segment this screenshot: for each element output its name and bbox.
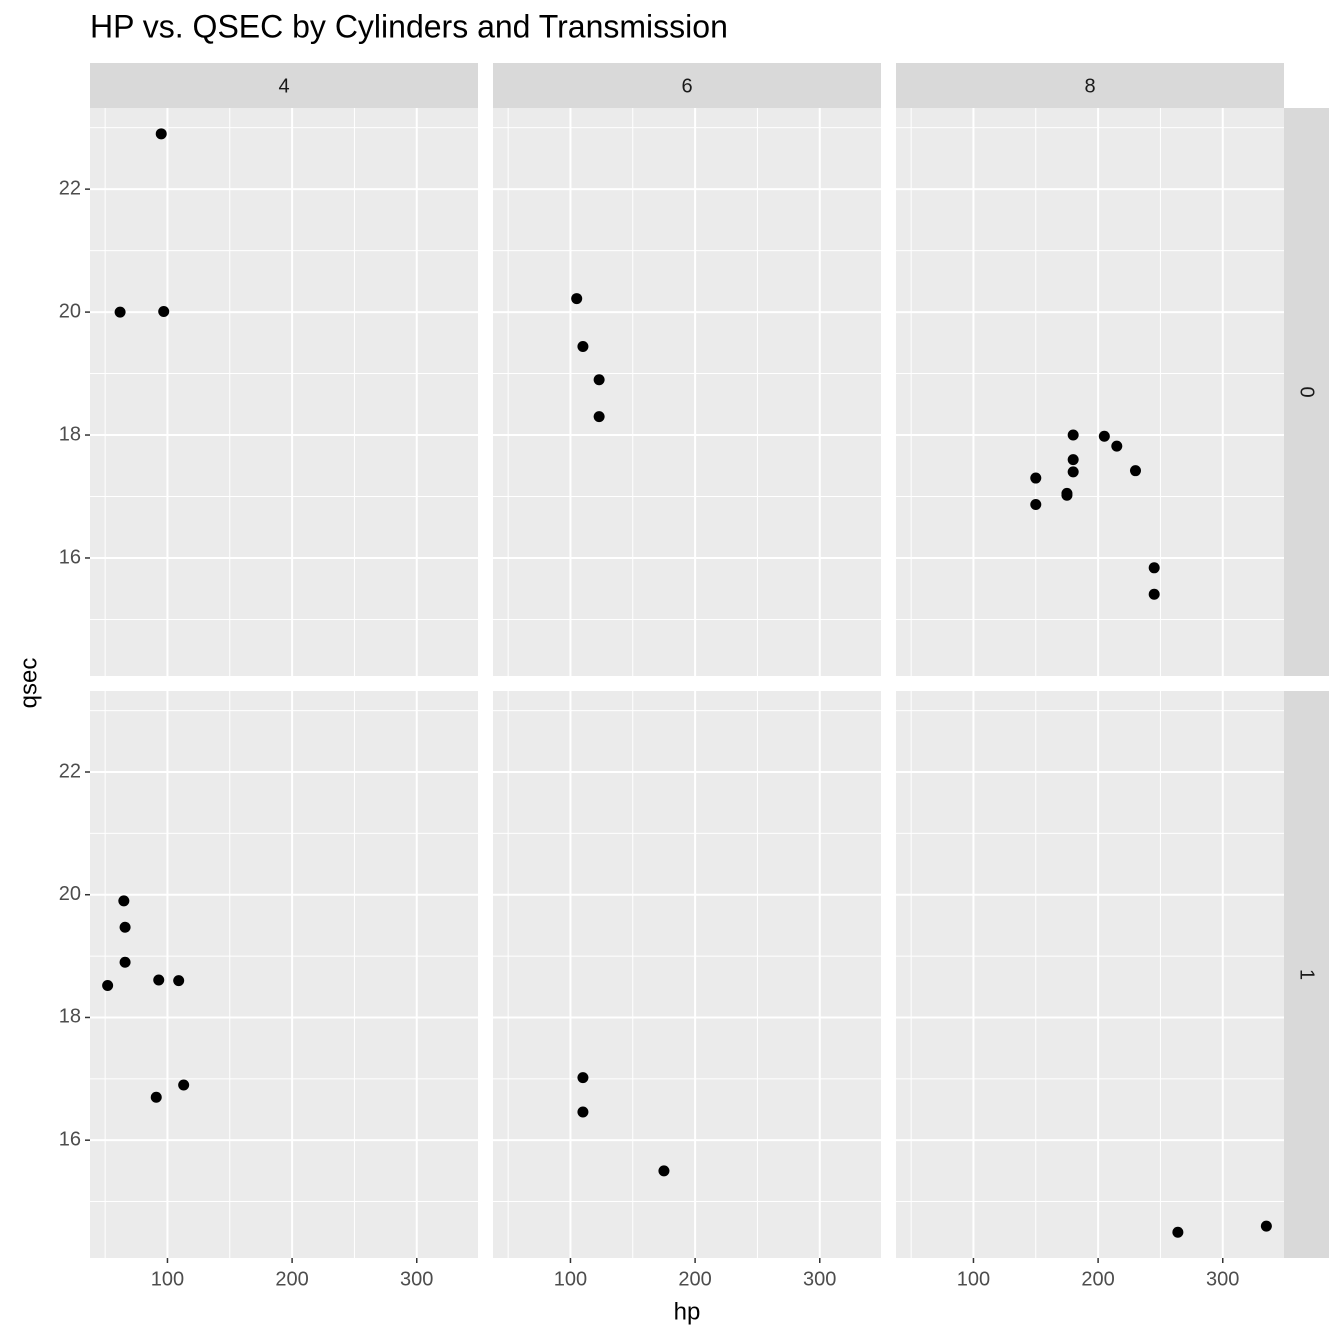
row-strip	[1284, 108, 1329, 676]
point	[577, 341, 589, 353]
column-strip-label: 4	[278, 75, 289, 97]
point	[118, 895, 130, 907]
x-tick-label: 100	[957, 1268, 990, 1290]
x-tick-label: 300	[803, 1268, 836, 1290]
row-strip-label: 0	[1296, 386, 1318, 397]
point	[1061, 487, 1073, 499]
y-axis-label: qsec	[15, 658, 42, 709]
y-tick-label: 22	[59, 177, 81, 199]
point	[153, 974, 165, 986]
point	[158, 305, 170, 317]
y-tick-label: 16	[59, 1128, 81, 1150]
point	[577, 1106, 589, 1118]
point	[593, 411, 605, 423]
point	[173, 975, 185, 987]
y-tick-label: 16	[59, 546, 81, 568]
point	[102, 980, 114, 992]
x-tick-label: 100	[554, 1268, 587, 1290]
y-tick-label: 20	[59, 300, 81, 322]
panel-background	[493, 108, 881, 676]
point	[1129, 465, 1141, 477]
point	[119, 956, 131, 968]
y-tick-label: 18	[59, 1006, 81, 1028]
x-tick-label: 300	[1206, 1268, 1239, 1290]
point	[150, 1091, 162, 1103]
x-axis-label: hp	[674, 1298, 701, 1325]
point	[1067, 466, 1079, 478]
panel-background	[896, 691, 1284, 1258]
x-tick-label: 200	[678, 1268, 711, 1290]
panel-background	[896, 108, 1284, 676]
point	[577, 1072, 589, 1084]
x-tick-label: 300	[400, 1268, 433, 1290]
panel-background	[90, 691, 478, 1258]
point	[1148, 588, 1160, 600]
point	[178, 1079, 190, 1091]
panel-background	[493, 691, 881, 1258]
point	[658, 1165, 670, 1177]
point	[155, 128, 167, 140]
column-strip	[896, 63, 1284, 108]
point	[1067, 429, 1079, 441]
point	[1111, 440, 1123, 452]
point	[571, 293, 583, 305]
x-tick-label: 200	[275, 1268, 308, 1290]
point	[1030, 498, 1042, 510]
row-strip	[1284, 691, 1329, 1258]
column-strip	[493, 63, 881, 108]
column-strip	[90, 63, 478, 108]
column-strip-label: 6	[681, 75, 692, 97]
point	[1030, 472, 1042, 484]
row-strip-label: 1	[1296, 969, 1318, 980]
chart-title: HP vs. QSEC by Cylinders and Transmissio…	[90, 8, 728, 44]
point	[1067, 454, 1079, 466]
point	[1172, 1226, 1184, 1238]
point	[1260, 1220, 1272, 1232]
point	[1148, 562, 1160, 574]
panel-background	[90, 108, 478, 676]
point	[119, 921, 131, 933]
y-tick-label: 22	[59, 760, 81, 782]
point	[114, 306, 126, 318]
y-tick-label: 18	[59, 423, 81, 445]
y-tick-label: 20	[59, 883, 81, 905]
column-strip-label: 8	[1084, 75, 1095, 97]
x-tick-label: 200	[1081, 1268, 1114, 1290]
point	[593, 374, 605, 386]
point	[1098, 430, 1110, 442]
x-tick-label: 100	[151, 1268, 184, 1290]
